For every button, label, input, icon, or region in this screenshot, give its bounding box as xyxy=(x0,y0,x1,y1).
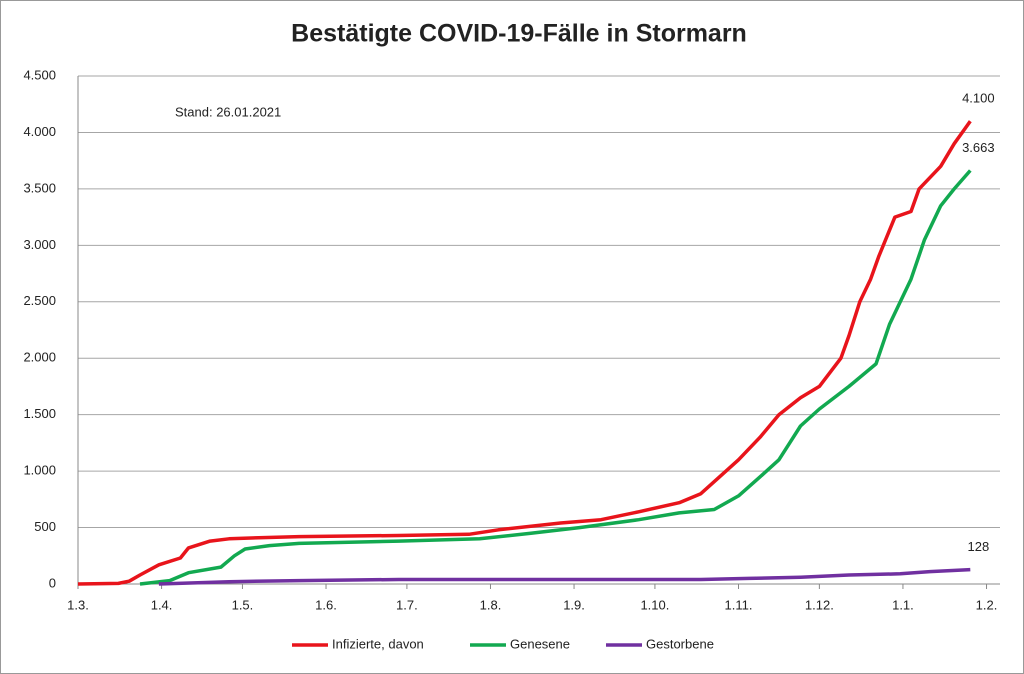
x-tick-label: 1.7. xyxy=(396,597,418,612)
x-tick-label: 1.1. xyxy=(892,597,914,612)
x-tick-label: 1.6. xyxy=(315,597,337,612)
end-label: 128 xyxy=(967,539,989,554)
y-tick-label: 3.500 xyxy=(23,180,56,195)
y-tick-label: 2.000 xyxy=(23,350,56,365)
x-tick-label: 1.3. xyxy=(67,597,89,612)
y-tick-label: 4.000 xyxy=(23,124,56,139)
x-tick-label: 1.10. xyxy=(640,597,669,612)
series-line xyxy=(139,169,972,586)
y-tick-label: 3.000 xyxy=(23,237,56,252)
y-tick-label: 4.500 xyxy=(23,67,56,82)
y-tick-label: 1.500 xyxy=(23,406,56,421)
series-line xyxy=(158,567,971,586)
x-tick-label: 1.9. xyxy=(563,597,585,612)
y-tick-label: 500 xyxy=(34,519,56,534)
annotation: Stand: 26.01.2021 xyxy=(175,104,281,119)
x-tick-label: 1.12. xyxy=(805,597,834,612)
x-tick-label: 1.2. xyxy=(976,597,998,612)
legend-label: Gestorbene xyxy=(646,636,714,651)
y-tick-label: 2.500 xyxy=(23,293,56,308)
end-label: 3.663 xyxy=(962,140,995,155)
series-line xyxy=(77,120,972,586)
legend-label: Infizierte, davon xyxy=(332,636,424,651)
chart-title: Bestätigte COVID-19-Fälle in Stormarn xyxy=(291,20,747,48)
y-tick-label: 0 xyxy=(49,575,56,590)
legend-label: Genesene xyxy=(510,636,570,651)
y-tick-label: 1.000 xyxy=(23,463,56,478)
x-tick-label: 1.4. xyxy=(151,597,173,612)
x-tick-label: 1.5. xyxy=(232,597,254,612)
x-tick-label: 1.11. xyxy=(725,597,753,612)
end-label: 4.100 xyxy=(962,91,995,106)
x-tick-label: 1.8. xyxy=(480,597,502,612)
